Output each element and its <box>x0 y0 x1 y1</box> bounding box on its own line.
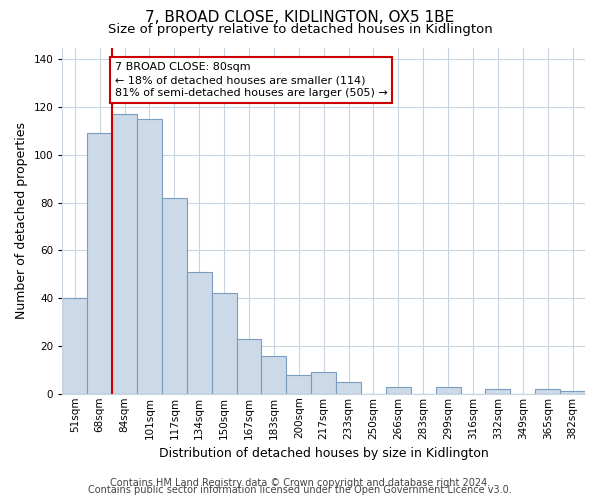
X-axis label: Distribution of detached houses by size in Kidlington: Distribution of detached houses by size … <box>159 447 488 460</box>
Bar <box>535 389 560 394</box>
Bar <box>436 386 461 394</box>
Bar <box>236 339 262 394</box>
Text: 7, BROAD CLOSE, KIDLINGTON, OX5 1BE: 7, BROAD CLOSE, KIDLINGTON, OX5 1BE <box>145 10 455 25</box>
Bar <box>560 392 585 394</box>
Text: 7 BROAD CLOSE: 80sqm
← 18% of detached houses are smaller (114)
81% of semi-deta: 7 BROAD CLOSE: 80sqm ← 18% of detached h… <box>115 62 388 98</box>
Bar <box>87 134 112 394</box>
Bar <box>112 114 137 394</box>
Bar <box>162 198 187 394</box>
Text: Contains HM Land Registry data © Crown copyright and database right 2024.: Contains HM Land Registry data © Crown c… <box>110 478 490 488</box>
Bar <box>386 386 411 394</box>
Text: Size of property relative to detached houses in Kidlington: Size of property relative to detached ho… <box>107 22 493 36</box>
Bar <box>212 294 236 394</box>
Bar <box>62 298 87 394</box>
Bar <box>137 119 162 394</box>
Bar <box>262 356 286 394</box>
Bar <box>485 389 511 394</box>
Y-axis label: Number of detached properties: Number of detached properties <box>15 122 28 319</box>
Bar <box>187 272 212 394</box>
Text: Contains public sector information licensed under the Open Government Licence v3: Contains public sector information licen… <box>88 485 512 495</box>
Bar <box>336 382 361 394</box>
Bar <box>311 372 336 394</box>
Bar <box>286 374 311 394</box>
